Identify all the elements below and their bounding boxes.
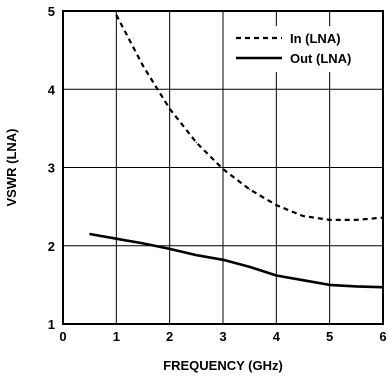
data-point (355, 219, 357, 221)
y-tick-label: 1 (48, 317, 55, 332)
data-point (249, 266, 251, 268)
y-tick-label: 4 (48, 82, 56, 97)
data-point (275, 274, 277, 277)
y-axis-label: VSWR (LNA) (4, 129, 19, 207)
data-point (302, 279, 304, 281)
data-point (355, 285, 357, 288)
y-tick-label: 2 (48, 239, 55, 254)
x-tick-label: 5 (326, 329, 333, 344)
x-tick-label: 4 (273, 329, 281, 344)
x-tick-label: 1 (113, 329, 120, 344)
series-line-in (115, 14, 384, 221)
legend-label-out: Out (LNA) (290, 51, 351, 66)
data-point (89, 233, 91, 235)
data-point (222, 168, 224, 170)
legend-background (232, 26, 380, 72)
data-point (275, 204, 277, 206)
data-point (195, 141, 197, 144)
x-axis-label: FREQUENCY (GHz) (163, 358, 283, 373)
data-point (115, 238, 117, 240)
data-point (169, 248, 171, 250)
legend-label-in: In (LNA) (290, 31, 341, 46)
data-point (142, 242, 144, 245)
y-tick-label: 5 (48, 4, 55, 19)
x-tick-label: 6 (379, 329, 386, 344)
legend: In (LNA) Out (LNA) (232, 26, 380, 72)
y-tick-label: 3 (48, 161, 55, 176)
x-tick-label: 2 (166, 329, 173, 344)
data-point (195, 254, 197, 256)
x-tick-label: 0 (59, 329, 66, 344)
data-point (222, 259, 224, 261)
data-point (169, 108, 171, 110)
data-point (302, 215, 304, 217)
plot-frame (62, 10, 384, 325)
series-line-out (89, 232, 384, 289)
data-point (249, 188, 251, 191)
series-layer (89, 14, 384, 289)
data-point (142, 65, 144, 67)
x-tick-label: 3 (219, 329, 226, 344)
data-point (115, 14, 117, 16)
data-point (329, 219, 331, 221)
data-point (329, 284, 331, 286)
